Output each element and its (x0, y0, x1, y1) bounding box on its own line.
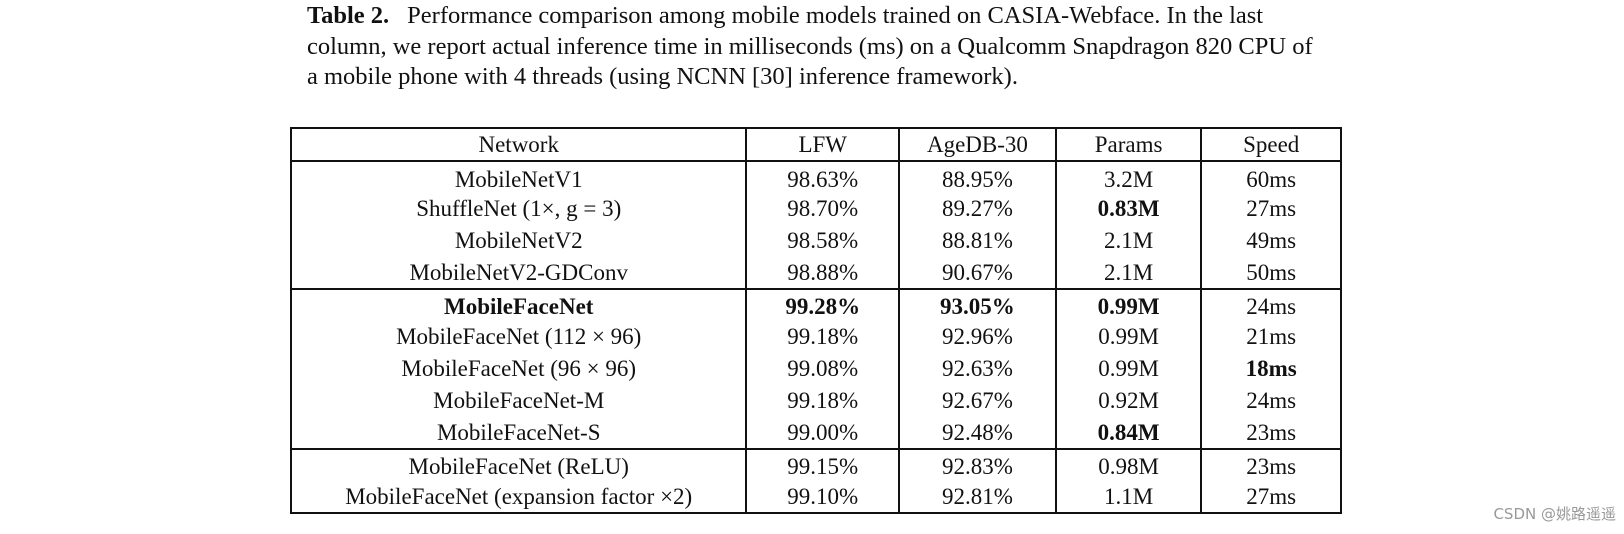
cell-agedb30: 92.83% (898, 448, 1056, 481)
watermark: CSDN @姚路遥遥 (1493, 505, 1616, 523)
cell-speed: 24ms (1200, 385, 1341, 417)
cell-params: 0.99M (1054, 353, 1202, 385)
cell-speed: 27ms (1200, 481, 1341, 513)
cell-speed: 27ms (1200, 193, 1341, 225)
header-params: Params (1054, 128, 1202, 162)
cell-lfw: 99.15% (745, 448, 900, 481)
cell-params: 1.1M (1054, 481, 1202, 513)
table-row: MobileNetV2-GDConv 98.88% 90.67% 2.1M 50ms (291, 257, 1341, 289)
cell-params: 2.1M (1054, 225, 1202, 257)
header-row: Network LFW AgeDB-30 Params Speed (291, 128, 1341, 162)
cell-agedb30: 92.48% (898, 417, 1056, 449)
cell-lfw: 99.18% (745, 385, 900, 417)
cell-params: 0.99M (1054, 321, 1202, 353)
cell-params: 0.98M (1054, 448, 1202, 481)
cell-agedb30: 92.63% (898, 353, 1056, 385)
cell-lfw: 99.18% (745, 321, 900, 353)
cell-params: 0.99M (1054, 288, 1202, 321)
cell-lfw: 98.58% (745, 225, 900, 257)
cell-params: 2.1M (1054, 257, 1202, 289)
cell-agedb30: 88.95% (898, 161, 1056, 193)
cell-speed: 23ms (1200, 417, 1341, 449)
header-lfw: LFW (745, 128, 900, 162)
table-row: ShuffleNet (1×, g = 3) 98.70% 89.27% 0.83M 2… (291, 193, 1341, 225)
cell-lfw: 99.28% (745, 288, 900, 321)
table-row: MobileFaceNet (96 × 96) 99.08% 92.63% 0.99M… (291, 353, 1341, 385)
cell-network: MobileNetV2 (454, 228, 583, 253)
cell-agedb30: 92.67% (898, 385, 1056, 417)
cell-lfw: 98.63% (745, 161, 900, 193)
cell-agedb30: 90.67% (898, 257, 1056, 289)
cell-lfw: 99.00% (745, 417, 900, 449)
cell-params: 0.92M (1054, 385, 1202, 417)
cell-network: MobileFaceNet (96 × 96) (401, 356, 637, 381)
table-row: MobileNetV1 98.63% 88.95% 3.2M 60ms (291, 161, 1341, 193)
table-group-ablation: MobileFaceNet (ReLU) 99.15% 92.83% 0.98M 23m… (291, 448, 1341, 513)
table-header: Network LFW AgeDB-30 Params Speed (291, 128, 1341, 162)
cell-speed: 23ms (1200, 448, 1341, 481)
table-caption: Table 2. Performance comparison among mob… (307, 1, 1327, 93)
cell-network: MobileFaceNet (291, 288, 747, 321)
cell-agedb30: 93.05% (898, 288, 1056, 321)
header-speed: Speed (1200, 128, 1341, 162)
cell-agedb30: 92.96% (898, 321, 1056, 353)
cell-params: 0.83M (1054, 193, 1202, 225)
cell-network: MobileFaceNet (ReLU) (291, 448, 747, 481)
cell-network: MobileFaceNet (112 × 96) (396, 324, 642, 349)
table-row: MobileFaceNet (expansion factor ×2) 99.10… (291, 481, 1341, 513)
cell-speed: 24ms (1200, 288, 1341, 321)
table-row: MobileFaceNet (ReLU) 99.15% 92.83% 0.98M 23m… (291, 448, 1341, 481)
table-group-mobilefacenet: MobileFaceNet 99.28% 93.05% 0.99M 24ms Mobile… (291, 288, 1341, 449)
cell-network: MobileFaceNet (expansion factor ×2) (345, 483, 693, 509)
cell-speed: 50ms (1200, 257, 1341, 289)
table-caption-text: Performance comparison among mobile mode… (307, 2, 1313, 90)
table-caption-label: Table 2. (307, 2, 390, 29)
header-agedb30: AgeDB-30 (898, 128, 1056, 162)
cell-lfw: 98.70% (745, 193, 900, 225)
table-row: MobileFaceNet-M 99.18% 92.67% 0.92M 24ms (291, 385, 1341, 417)
cell-network: MobileNetV1 (454, 167, 583, 192)
cell-params: 0.84M (1054, 417, 1202, 449)
cell-speed: 18ms (1200, 353, 1341, 385)
table-row: MobileFaceNet 99.28% 93.05% 0.99M 24ms (291, 288, 1341, 321)
cell-lfw: 99.10% (745, 481, 900, 513)
cell-agedb30: 92.81% (898, 481, 1056, 513)
table-row: MobileNetV2 98.58% 88.81% 2.1M 49ms (291, 225, 1341, 257)
cell-network: ShuffleNet (1×, g = 3) (416, 196, 622, 221)
table-row: MobileFaceNet (112 × 96) 99.18% 92.96% 0.99… (291, 321, 1341, 353)
cell-network: MobileFaceNet-S (436, 419, 601, 445)
cell-lfw: 99.08% (745, 353, 900, 385)
cell-agedb30: 88.81% (898, 225, 1056, 257)
cell-network: MobileNetV2-GDConv (409, 259, 628, 285)
table-row: MobileFaceNet-S 99.00% 92.48% 0.84M 23ms (291, 417, 1341, 449)
cell-speed: 60ms (1200, 161, 1341, 193)
cell-agedb30: 89.27% (898, 193, 1056, 225)
cell-speed: 49ms (1200, 225, 1341, 257)
cell-lfw: 98.88% (745, 257, 900, 289)
header-network: Network (291, 128, 747, 162)
cell-network: MobileFaceNet-M (433, 388, 605, 413)
table-group-baselines: MobileNetV1 98.63% 88.95% 3.2M 60ms ShuffleNe… (291, 161, 1341, 289)
cell-speed: 21ms (1200, 321, 1341, 353)
results-table: Network LFW AgeDB-30 Params Speed Mobile… (290, 127, 1342, 514)
cell-params: 3.2M (1054, 161, 1202, 193)
